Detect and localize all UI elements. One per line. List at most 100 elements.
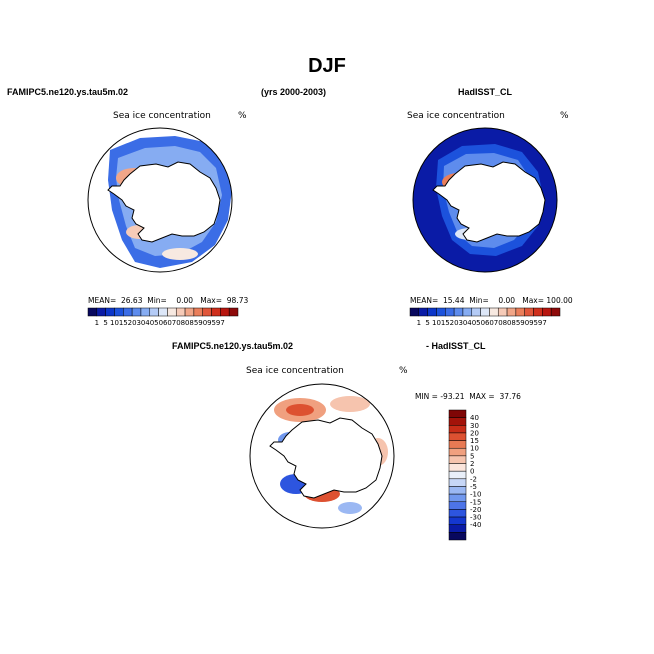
panel1-colorbar-tick-label: 40 [145,319,154,327]
panel1-colorbar: 1 5 10 15 20 30 40 50 60 70 80 85 90 95 97 [87,307,239,327]
panel2-colorbar-tick-label: 20 [450,319,459,327]
panel1-units: % [238,111,247,121]
panel1-colorbar-swatch [96,307,106,317]
panel3-colorbar-tick-label: -2 [470,475,477,483]
panel1-colorbar-tick-label: 5 [103,319,107,327]
panel3-colorbar-swatch [448,409,467,418]
panel2-colorbar-tick-label: 10 [432,319,441,327]
panel3-colorbar-swatch [448,493,467,503]
panel2-colorbar-tick-label: 60 [485,319,494,327]
panel3-colorbar-swatch [448,501,467,510]
panel1-colorbar-tick-label: 80 [181,319,190,327]
panel2-colorbar-tick-label: 30 [458,319,467,327]
panel1-colorbar-swatch [193,307,203,317]
panel2-colorbar-swatch [489,307,499,317]
panel1-colorbar-tick-label: 15 [119,319,128,327]
panel3-colorbar-tick-label: 10 [470,445,479,453]
panel3-colorbar-tick-label: 0 [470,468,474,476]
panel3-colorbar-swatch [448,478,467,487]
panel1-colorbar-swatch [105,307,115,317]
panel3-map-border [249,383,395,529]
panel3-colorbar-swatch [448,432,467,441]
panel1-colorbar-swatch [228,307,239,317]
panel2-colorbar-tick-label: 85 [511,319,520,327]
panel3-colorbar-tick-label: 40 [470,414,479,422]
panel2-colorbar-tick-label: 40 [467,319,476,327]
panel2-map [413,128,557,272]
panel2-colorbar-swatch [418,307,428,317]
panel1-amundsen-ice [162,248,198,260]
panel2-colorbar-tick-label: 70 [494,319,503,327]
panel1-colorbar-tick-label: 10 [110,319,119,327]
panel2-title: Sea ice concentration [407,111,505,121]
panel3-colorbar-swatch [448,532,467,541]
panel3-colorbar-swatch [448,455,467,464]
panel2-colorbar-swatch [533,307,543,317]
panel3-weddell-positive-core [286,404,314,416]
panel3-colorbar-tick-label: -10 [470,491,481,499]
panel3-colorbar-swatch [448,470,467,480]
panel2-colorbar-tick-label: 5 [425,319,429,327]
panel1-colorbar-swatch [158,307,168,317]
panel1-colorbar-swatch [149,307,159,317]
panel1-map-border [87,127,233,273]
diff-panel-header-right: - HadISST_CL [426,341,486,351]
panel1-colorbar-swatch [114,307,124,317]
years-header: (yrs 2000-2003) [261,87,327,97]
panel3-colorbar-tick-label: 15 [470,437,479,445]
panel2-units: % [560,111,569,121]
panel2-colorbar-swatch [409,307,420,317]
panel1-colorbar-tick-label: 50 [154,319,163,327]
panel3-colorbar-tick-label: -15 [470,498,481,506]
panel1-title: Sea ice concentration [113,111,211,121]
panel1-colorbar-tick-label: 30 [136,319,145,327]
panel3-colorbar-tick-label: 20 [470,429,479,437]
panel3-east-positive [330,396,370,412]
panel1-colorbar-swatch [175,307,186,317]
panel2-colorbar-swatch [471,307,481,317]
figure-title: DJF [308,55,346,77]
panel3-colorbar-tick-label: -30 [470,514,481,522]
panel1-colorbar-tick-label: 20 [128,319,137,327]
panel2-colorbar: 1 5 10 15 20 30 40 50 60 70 80 85 90 95 97 [409,307,561,327]
panel2-colorbar-tick-label: 97 [538,319,547,327]
panel3-colorbar-swatch [448,516,467,525]
panel3-colorbar-tick-label: 5 [470,452,474,460]
diff-panel-header-left: FAMIPC5.ne120.ys.tau5m.02 [172,341,294,351]
panel3-colorbar-swatch [448,486,467,495]
panel3-colorbar-swatch [448,417,467,426]
panel2-stats: MEAN= 15.44 Min= 0.00 Max= 100.00 [410,296,573,305]
panel1-colorbar-tick-label: 95 [207,319,216,327]
panel3-map [269,396,388,514]
panel3-colorbar-swatch [448,524,467,533]
panel3-colorbar-tick-label: 2 [470,460,474,468]
panel1-colorbar-swatch [220,307,230,317]
panel3-colorbar-swatch [448,440,467,449]
panel1-colorbar-swatch [123,307,133,317]
panel2-colorbar-swatch [453,307,464,317]
panel3-colorbar-swatch [448,509,467,518]
panel3-colorbar-tick-label: -20 [470,506,481,514]
panel2-colorbar-tick-label: 50 [476,319,485,327]
panel2-colorbar-tick-label: 1 [417,319,421,327]
panel1-colorbar-tick-label: 85 [189,319,198,327]
panel3-colorbar-tick-label: -40 [470,521,481,529]
panel2-colorbar-swatch [462,307,473,317]
panel3-colorbar-swatch [448,463,467,472]
panel2-colorbar-swatch [497,307,508,317]
panel3-colorbar-tick-label: 30 [470,422,479,430]
panel2-colorbar-tick-label: 15 [441,319,450,327]
panel3-ross-negative [338,502,362,514]
panel3-colorbar-swatch [448,447,467,457]
panel1-colorbar-swatch [167,307,177,317]
panel2-colorbar-swatch [445,307,455,317]
panel1-colorbar-tick-label: 90 [198,319,207,327]
panel1-colorbar-swatch [211,307,221,317]
panel3-units: % [399,366,408,376]
panel2-colorbar-swatch [550,307,561,317]
panel2-colorbar-swatch [524,307,534,317]
panel1-colorbar-tick-label: 97 [216,319,225,327]
panel2-colorbar-tick-label: 90 [520,319,529,327]
panel2-colorbar-tick-label: 80 [503,319,512,327]
